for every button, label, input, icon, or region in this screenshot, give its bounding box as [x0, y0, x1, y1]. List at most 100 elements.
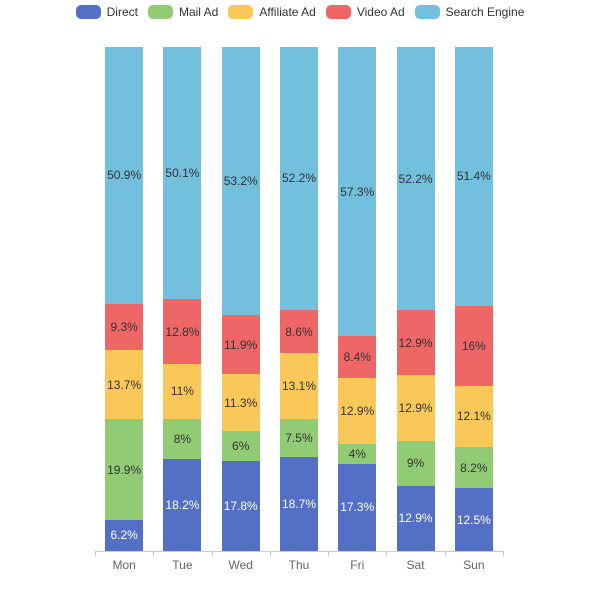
segment-value-label: 9.3%	[110, 320, 138, 334]
legend-marker-icon	[414, 5, 440, 19]
bar-segment-direct-tue[interactable]: 18.2%	[163, 459, 202, 551]
segment-value-label: 52.2%	[398, 171, 433, 186]
bar-segment-mail-ad-thu[interactable]: 7.5%	[279, 419, 318, 457]
plot-area: 6.2% 19.9% 13.7% 9.3% 50.9% 18.2% 8% 11% 12.8% 50…	[95, 47, 503, 551]
bar-segment-search-engine-tue[interactable]: 50.1%	[163, 47, 202, 300]
bar-column-sat: 12.9% 9% 12.9% 12.9% 52.2%	[386, 47, 444, 551]
bar-segment-affiliate-ad-tue[interactable]: 11%	[163, 363, 202, 420]
legend-marker-icon	[75, 5, 101, 19]
segment-value-label: 17.8%	[223, 499, 258, 514]
stacked-bar-sat: 12.9% 9% 12.9% 12.9% 52.2%	[396, 47, 435, 551]
bar-segment-search-engine-thu[interactable]: 52.2%	[279, 47, 318, 310]
segment-value-label: 12.9%	[340, 404, 375, 419]
segment-value-label: 57.3%	[340, 184, 375, 199]
segment-value-label: 12.1%	[456, 409, 491, 424]
bar-segment-mail-ad-mon[interactable]: 19.9%	[105, 419, 144, 520]
bar-segment-mail-ad-wed[interactable]: 6%	[221, 431, 260, 462]
bar-segment-search-engine-mon[interactable]: 50.9%	[105, 47, 144, 304]
bar-segment-affiliate-ad-sat[interactable]: 12.9%	[396, 375, 435, 441]
x-axis-label-fri: Fri	[350, 558, 365, 572]
bar-segment-affiliate-ad-wed[interactable]: 11.3%	[221, 374, 260, 432]
x-axis-tick	[153, 551, 155, 556]
segment-value-label: 13.1%	[281, 379, 316, 394]
segment-value-label: 11.3%	[224, 395, 258, 410]
stacked-bar-sun: 12.5% 8.2% 12.1% 16% 51.4%	[454, 47, 493, 551]
bar-segment-video-ad-tue[interactable]: 12.8%	[163, 299, 202, 364]
segment-value-label: 18.2%	[165, 498, 200, 513]
bar-segment-direct-mon[interactable]: 6.2%	[105, 519, 144, 551]
segment-value-label: 51.4%	[456, 169, 491, 184]
legend-label: Affiliate Ad	[259, 5, 316, 19]
legend-item-video-ad[interactable]: Video Ad	[325, 5, 405, 19]
bar-segment-search-engine-wed[interactable]: 53.2%	[221, 47, 260, 315]
bar-segment-direct-fri[interactable]: 17.3%	[338, 463, 377, 551]
legend-label: Video Ad	[356, 5, 405, 19]
segment-value-label: 4%	[348, 446, 366, 461]
bar-segment-mail-ad-fri[interactable]: 4%	[338, 443, 377, 464]
segment-value-label: 12.9%	[398, 511, 433, 526]
bar-column-fri: 17.3% 4% 12.9% 8.4% 57.3%	[328, 47, 386, 551]
bar-segment-mail-ad-sun[interactable]: 8.2%	[454, 446, 493, 489]
segment-value-label: 19.9%	[107, 462, 142, 477]
stacked-bar-fri: 17.3% 4% 12.9% 8.4% 57.3%	[338, 47, 377, 551]
segment-value-label: 18.7%	[281, 496, 316, 511]
x-axis-label-thu: Thu	[288, 558, 310, 572]
x-axis-label-wed: Wed	[228, 558, 253, 572]
x-axis-tick	[269, 551, 271, 556]
bar-segment-affiliate-ad-mon[interactable]: 13.7%	[105, 350, 144, 420]
bar-segment-video-ad-thu[interactable]: 8.6%	[279, 309, 318, 354]
legend-label: Search Engine	[445, 5, 525, 19]
bar-segment-affiliate-ad-fri[interactable]: 12.9%	[338, 378, 377, 444]
x-axis-labels: Mon Tue Wed Thu Fri Sat Sun	[95, 558, 503, 572]
segment-value-label: 12.8%	[165, 324, 200, 339]
x-axis-label-sat: Sat	[406, 558, 425, 572]
bar-segment-search-engine-sat[interactable]: 52.2%	[396, 47, 435, 311]
segment-value-label: 8.4%	[343, 350, 371, 365]
legend-item-direct[interactable]: Direct	[75, 5, 138, 19]
segment-value-label: 8%	[173, 432, 192, 447]
bar-segment-mail-ad-sat[interactable]: 9%	[396, 440, 435, 486]
segment-value-label: 50.9%	[107, 168, 142, 183]
legend-item-affiliate-ad[interactable]: Affiliate Ad	[228, 5, 316, 19]
bar-segment-video-ad-sun[interactable]: 16%	[454, 305, 493, 387]
segment-value-label: 13.7%	[107, 377, 142, 392]
legend-item-mail-ad[interactable]: Mail Ad	[147, 5, 218, 19]
bar-segment-video-ad-wed[interactable]: 11.9%	[221, 314, 260, 375]
x-axis-tick	[211, 551, 213, 556]
bar-segment-affiliate-ad-sun[interactable]: 12.1%	[454, 386, 493, 447]
segment-value-label: 52.2%	[281, 171, 316, 186]
segment-value-label: 11.9%	[224, 337, 258, 352]
x-axis-line	[95, 551, 504, 552]
legend-marker-icon	[228, 5, 254, 19]
bar-segment-direct-sat[interactable]: 12.9%	[396, 485, 435, 551]
x-axis-tick	[444, 551, 446, 556]
x-axis-tick	[503, 551, 504, 556]
bar-column-mon: 6.2% 19.9% 13.7% 9.3% 50.9%	[95, 47, 153, 551]
bar-segment-affiliate-ad-thu[interactable]: 13.1%	[279, 353, 318, 420]
bar-segment-video-ad-mon[interactable]: 9.3%	[105, 303, 144, 351]
x-axis-label-mon: Mon	[112, 558, 136, 572]
x-axis-label-tue: Tue	[172, 558, 193, 572]
bar-column-sun: 12.5% 8.2% 12.1% 16% 51.4%	[445, 47, 503, 551]
stacked-bar-wed: 17.8% 6% 11.3% 11.9% 53.2%	[221, 47, 260, 551]
bar-segment-mail-ad-tue[interactable]: 8%	[163, 419, 202, 460]
x-axis-tick	[386, 551, 388, 556]
bar-column-wed: 17.8% 6% 11.3% 11.9% 53.2%	[212, 47, 270, 551]
bar-column-thu: 18.7% 7.5% 13.1% 8.6% 52.2%	[270, 47, 328, 551]
bar-segment-video-ad-fri[interactable]: 8.4%	[338, 336, 377, 379]
legend-item-search-engine[interactable]: Search Engine	[414, 5, 525, 19]
bar-column-tue: 18.2% 8% 11% 12.8% 50.1%	[153, 47, 211, 551]
bar-segment-direct-thu[interactable]: 18.7%	[279, 456, 318, 551]
bar-segment-search-engine-fri[interactable]: 57.3%	[338, 47, 377, 337]
segment-value-label: 17.3%	[340, 500, 375, 515]
bar-segment-search-engine-sun[interactable]: 51.4%	[454, 47, 493, 306]
segment-value-label: 11%	[170, 384, 194, 399]
stacked-bar-thu: 18.7% 7.5% 13.1% 8.6% 52.2%	[279, 47, 318, 551]
x-axis-label-sun: Sun	[463, 558, 485, 572]
bar-segment-video-ad-sat[interactable]: 12.9%	[396, 310, 435, 376]
bar-segment-direct-sun[interactable]: 12.5%	[454, 488, 493, 551]
legend: Direct Mail Ad Affiliate Ad Video Ad Sea…	[0, 5, 600, 19]
bar-segment-direct-wed[interactable]: 17.8%	[221, 461, 260, 551]
segment-value-label: 12.5%	[456, 512, 491, 527]
